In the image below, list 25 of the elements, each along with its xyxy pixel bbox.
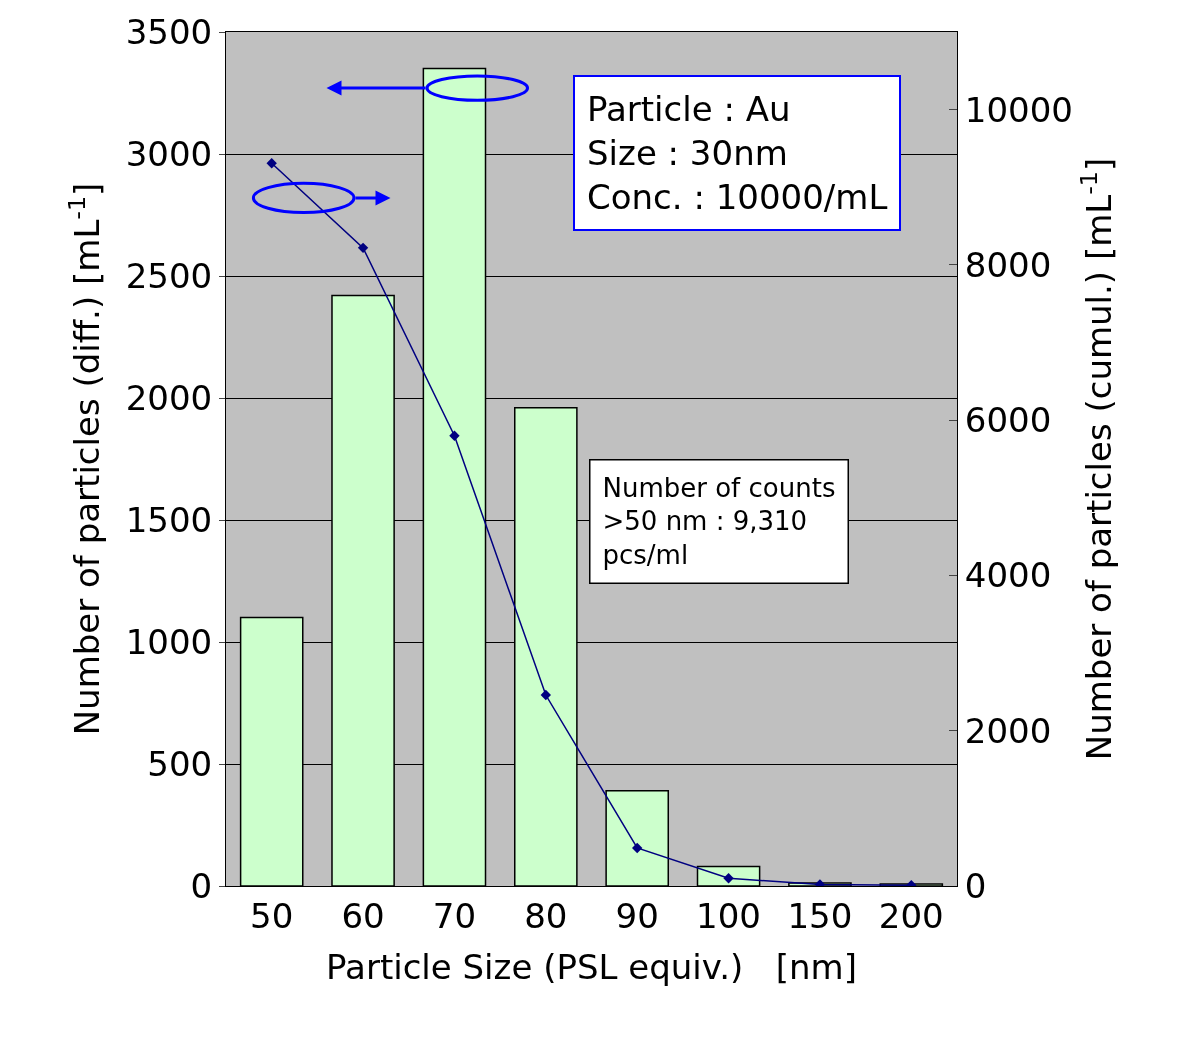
y2-tick-label: 6000 (964, 400, 1052, 441)
annotation: Number of counts >50 nm : 9,310 pcs/ml (602, 472, 836, 571)
x-tick-label: 200 (878, 895, 944, 936)
x-tick-label: 150 (787, 895, 853, 936)
x-tick-label: 70 (432, 895, 477, 936)
y2-tick-label: 4000 (964, 555, 1052, 596)
y-tick-label: 3000 (125, 133, 213, 174)
x-axis-title: Particle Size (PSL equiv.) [nm] (326, 947, 857, 988)
y2-tick-label: 10000 (964, 89, 1073, 130)
annotation: Particle : Au Size : 30nm Conc. : 10000/mL (587, 89, 888, 218)
y-tick-label: 1000 (125, 621, 213, 662)
x-tick-label: 90 (615, 895, 659, 936)
y-tick-label: 2000 (125, 377, 213, 418)
y-tick-label: 3500 (125, 11, 213, 52)
y2-tick-label: 2000 (964, 710, 1052, 751)
x-tick-label: 80 (524, 895, 568, 936)
x-tick-label: 100 (696, 895, 762, 936)
y-tick-label: 2500 (125, 255, 213, 296)
y2-tick-label: 0 (964, 865, 987, 906)
y-tick-label: 1500 (125, 499, 213, 540)
y2-tick-label: 8000 (964, 244, 1052, 285)
y-tick-label: 0 (190, 865, 213, 906)
x-tick-label: 60 (341, 895, 385, 936)
x-tick-label: 50 (250, 895, 294, 936)
y-tick-label: 500 (147, 743, 213, 784)
